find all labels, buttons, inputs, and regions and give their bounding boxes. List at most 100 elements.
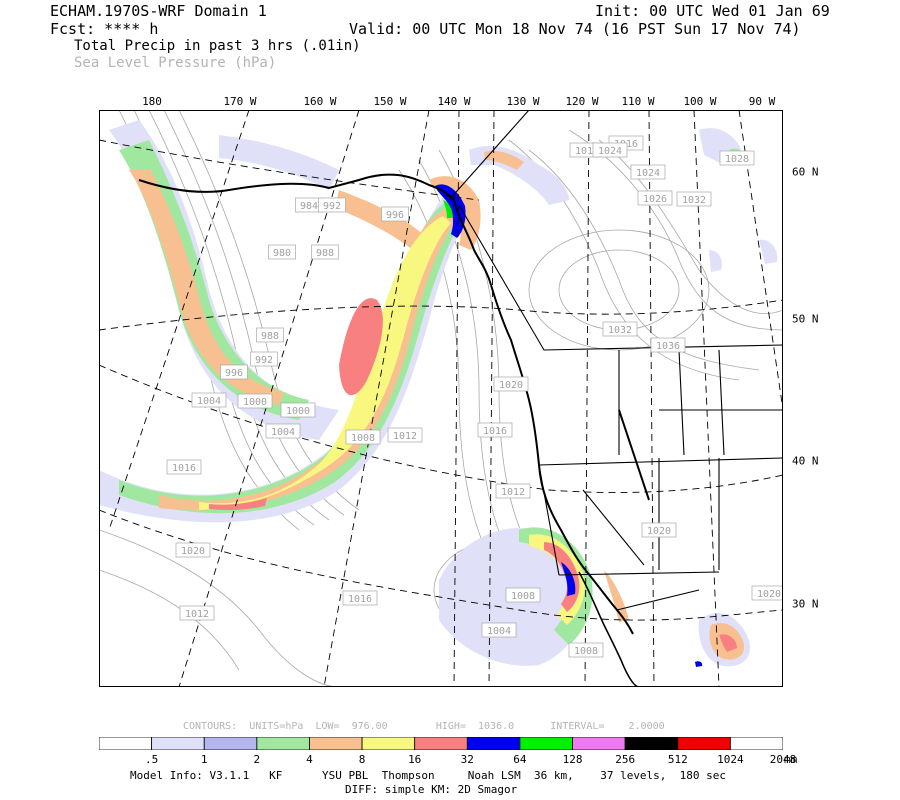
contour-info: CONTOURS: UNITS=hPa LOW= 976.00 HIGH= 10… [183, 721, 665, 732]
svg-text:1004: 1004 [197, 396, 221, 407]
svg-text:1012: 1012 [393, 431, 417, 442]
colorbar-units: mm [784, 753, 798, 766]
isobar-label: 1004 [265, 423, 301, 439]
isobar-label: 1008 [345, 429, 381, 445]
longitude-label: 90 W [748, 95, 776, 108]
longitude-label: 180 [142, 95, 162, 108]
colorbar-tick-label: 128 [562, 753, 583, 766]
svg-text:1000: 1000 [286, 406, 310, 417]
svg-text:1016: 1016 [348, 594, 372, 605]
isobar-label: 1004 [481, 622, 517, 638]
isobar-label-layer: 1012 1016 1028 1024 1024 1026 1032 984 992 996 980… [166, 135, 783, 658]
colorbar-swatch [256, 737, 310, 750]
svg-text:988: 988 [316, 248, 334, 259]
isobar-label: 1008 [505, 587, 541, 603]
svg-text:1036: 1036 [656, 341, 680, 352]
latitude-label: 50 N [792, 312, 819, 326]
isobar-label: 996 [220, 364, 248, 380]
field-precip-label: Total Precip in past 3 hrs (.01in) [74, 38, 361, 54]
svg-text:1008: 1008 [574, 646, 598, 657]
isobar-label: 988 [256, 327, 284, 343]
svg-text:984: 984 [300, 201, 318, 212]
colorbar-tick-label: 1 [200, 753, 208, 766]
colorbar-tick-label: 2048 [769, 753, 797, 766]
isobar-label: 1032 [676, 191, 712, 207]
longitude-label: 140 W [437, 95, 471, 108]
svg-text:996: 996 [386, 210, 404, 221]
diff-info: DIFF: simple KM: 2D Smagor [345, 783, 518, 796]
isobar-label: 1028 [719, 150, 755, 166]
colorbar-tick-label: .5 [144, 753, 159, 766]
forecast-hour: Fcst: **** h [50, 20, 159, 38]
map-title: ECHAM.1970S-WRF Domain 1 [50, 2, 267, 20]
precip-map: 1012 1016 1028 1024 1024 1026 1032 984 992 996 980… [99, 110, 783, 687]
isobar-label: 1016 [477, 422, 513, 438]
colorbar-swatch [677, 737, 731, 750]
svg-text:1026: 1026 [643, 194, 667, 205]
latitude-label: 60 N [792, 165, 819, 179]
isobar-label: 1000 [237, 393, 273, 409]
colorbar-swatch [624, 737, 679, 750]
colorbar-swatch [151, 737, 205, 750]
svg-text:1012: 1012 [575, 146, 599, 157]
svg-text:996: 996 [225, 368, 243, 379]
longitude-label: 160 W [303, 95, 337, 108]
svg-text:1012: 1012 [185, 609, 209, 620]
colorbar-swatch [361, 737, 416, 750]
longitude-label: 130 W [506, 95, 540, 108]
isobar-label: 1032 [602, 321, 638, 337]
field-slp-label: Sea Level Pressure (hPa) [74, 55, 277, 71]
isobar-label: 1000 [280, 402, 316, 418]
latitude-label: 30 N [792, 597, 819, 611]
longitude-label: 150 W [373, 95, 407, 108]
isobar-label: 1008 [568, 642, 604, 658]
colorbar-tick-label: 64 [513, 753, 527, 766]
colorbar-tick-label: 1024 [717, 753, 744, 766]
longitude-label: 170 W [223, 95, 257, 108]
colorbar-swatch [466, 737, 521, 750]
isobar-label: 1016 [342, 590, 378, 606]
isobar-label: 1020 [493, 376, 529, 392]
colorbar-tick-label: 256 [615, 753, 636, 766]
colorbar-swatch [309, 737, 363, 750]
isobar-label: 1004 [191, 392, 227, 408]
init-time: Init: 00 UTC Wed 01 Jan 69 [595, 2, 830, 20]
colorbar-swatch [729, 737, 783, 750]
colorbar-swatch [519, 737, 573, 750]
isobar-label: 1012 [495, 483, 531, 499]
isobar-label: 1020 [641, 522, 677, 538]
isobar-label: 1012 [387, 427, 423, 443]
svg-text:1000: 1000 [243, 397, 267, 408]
longitude-label: 110 W [621, 95, 655, 108]
isobar-label: 1020 [175, 542, 211, 558]
colorbar-tick-label: 512 [667, 753, 688, 766]
svg-text:1012: 1012 [501, 487, 525, 498]
political-boundaries [448, 110, 783, 611]
colorbar-swatch [203, 737, 258, 750]
svg-text:1008: 1008 [511, 591, 535, 602]
isobar-label: 1026 [637, 190, 673, 206]
isobar-label: 1012 [179, 605, 215, 621]
svg-text:1028: 1028 [725, 154, 749, 165]
svg-text:1024: 1024 [636, 168, 660, 179]
colorbar-tick-label: 2 [253, 753, 261, 766]
svg-text:988: 988 [261, 331, 279, 342]
colorbar-tick-label: 4 [306, 753, 313, 766]
longitude-label: 100 W [683, 95, 717, 108]
svg-text:992: 992 [255, 355, 273, 366]
colorbar-swatch [414, 737, 468, 750]
isobar-label: 980 [268, 244, 296, 260]
isobar-label: 992 [318, 197, 346, 213]
svg-text:1004: 1004 [271, 427, 295, 438]
map-frame [99, 110, 783, 687]
colorbar-tick-label: 8 [358, 753, 366, 766]
colorbar-tick-label: 32 [460, 753, 474, 766]
svg-text:1032: 1032 [682, 195, 706, 206]
svg-text:1004: 1004 [487, 626, 511, 637]
svg-text:1020: 1020 [181, 546, 205, 557]
svg-text:980: 980 [273, 248, 291, 259]
isobar-label: 1016 [166, 459, 202, 475]
svg-text:1024: 1024 [598, 146, 622, 157]
isobar-label: 1020 [751, 585, 783, 601]
svg-text:1008: 1008 [351, 433, 375, 444]
